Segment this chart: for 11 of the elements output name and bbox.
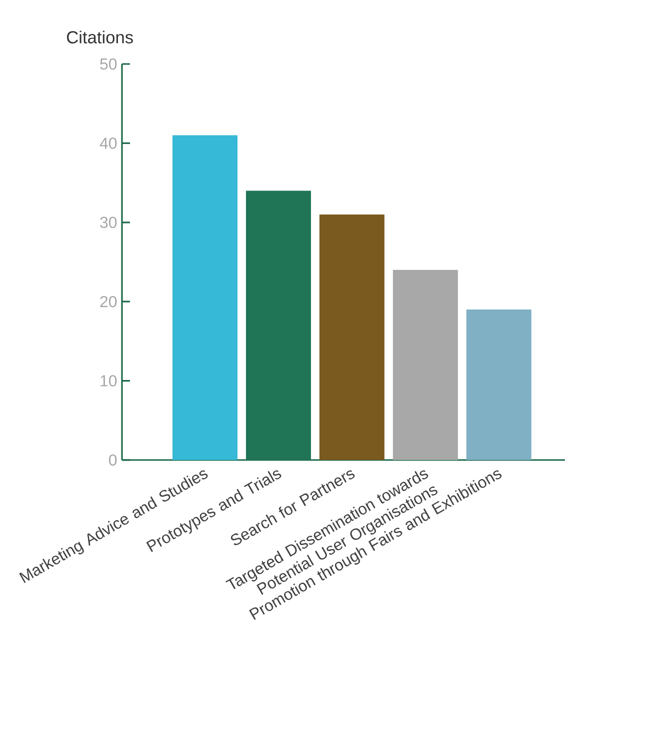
y-tick-label: 50	[100, 58, 117, 70]
y-tick-label: 30	[100, 216, 117, 228]
bar	[466, 310, 532, 460]
y-tick-label: 10	[100, 375, 117, 386]
y-tick-label: 20	[100, 296, 117, 308]
bar	[319, 214, 384, 460]
bar	[392, 270, 458, 460]
bar	[172, 135, 238, 460]
y-tick-label: 40	[100, 138, 117, 149]
y-tick-label: 0	[109, 454, 117, 466]
y-axis-title: Citations	[66, 30, 133, 44]
